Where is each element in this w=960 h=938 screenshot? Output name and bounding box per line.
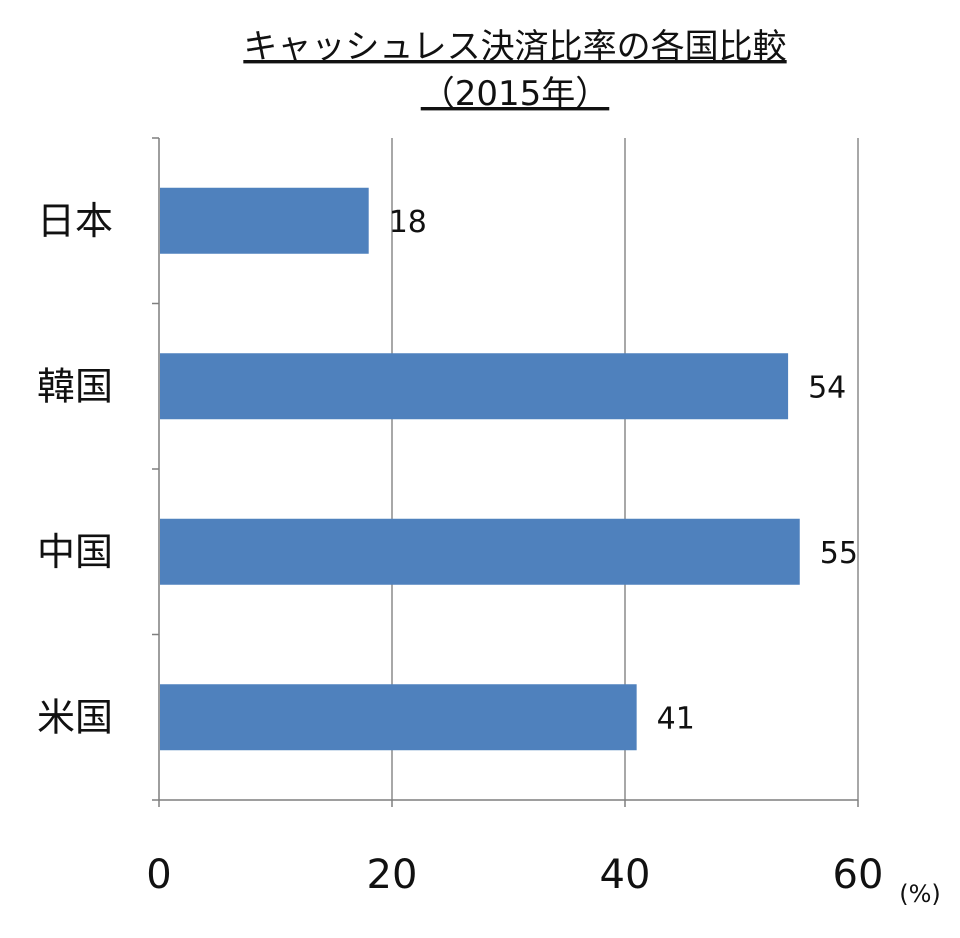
bar-3: [160, 518, 800, 585]
labels: 0 20 40 60 日本 18 韓国 54 中国 55 米国 41: [37, 199, 883, 898]
category-label: 中国: [37, 530, 113, 574]
x-tick-label: 60: [833, 852, 884, 898]
chart-title: キャッシュレス決済比率の各国比較: [243, 27, 786, 67]
axes: [152, 137, 859, 807]
data-label: 55: [820, 536, 858, 571]
bar-2: [160, 353, 789, 420]
x-tick-label: 0: [146, 852, 171, 898]
bar-4: [160, 684, 637, 751]
category-label: 米国: [37, 695, 113, 739]
x-axis-unit-label: (%): [899, 880, 941, 908]
data-label: 18: [389, 205, 427, 240]
category-label: 日本: [37, 199, 113, 243]
x-tick-label: 40: [600, 852, 651, 898]
x-tick-label: 20: [367, 852, 418, 898]
chart-title-group: キャッシュレス決済比率の各国比較 （2015年）: [243, 27, 786, 114]
bars: [160, 187, 800, 751]
data-label: 54: [808, 370, 846, 405]
chart-subtitle: （2015年）: [421, 74, 610, 114]
data-label: 41: [657, 701, 695, 736]
category-label: 韓国: [37, 364, 113, 408]
bar-1: [160, 187, 369, 254]
